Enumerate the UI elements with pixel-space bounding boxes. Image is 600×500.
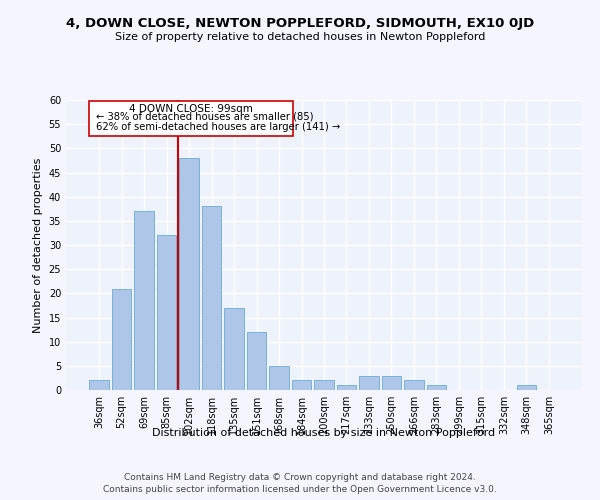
Bar	[269, 366, 289, 390]
Text: Contains HM Land Registry data © Crown copyright and database right 2024.: Contains HM Land Registry data © Crown c…	[124, 473, 476, 482]
Bar	[517, 385, 536, 390]
Bar	[404, 380, 424, 390]
Bar	[179, 158, 199, 390]
Bar	[292, 380, 311, 390]
Text: 62% of semi-detached houses are larger (141) →: 62% of semi-detached houses are larger (…	[95, 122, 340, 132]
Y-axis label: Number of detached properties: Number of detached properties	[33, 158, 43, 332]
Text: 4 DOWN CLOSE: 99sqm: 4 DOWN CLOSE: 99sqm	[129, 104, 253, 114]
Bar	[247, 332, 266, 390]
Bar	[427, 385, 446, 390]
FancyBboxPatch shape	[89, 101, 293, 136]
Bar	[359, 376, 379, 390]
Bar	[382, 376, 401, 390]
Bar	[337, 385, 356, 390]
Text: Size of property relative to detached houses in Newton Poppleford: Size of property relative to detached ho…	[115, 32, 485, 42]
Bar	[224, 308, 244, 390]
Text: 4, DOWN CLOSE, NEWTON POPPLEFORD, SIDMOUTH, EX10 0JD: 4, DOWN CLOSE, NEWTON POPPLEFORD, SIDMOU…	[66, 18, 534, 30]
Bar	[202, 206, 221, 390]
Bar	[89, 380, 109, 390]
Text: ← 38% of detached houses are smaller (85): ← 38% of detached houses are smaller (85…	[95, 112, 313, 122]
Bar	[314, 380, 334, 390]
Bar	[157, 236, 176, 390]
Bar	[134, 211, 154, 390]
Text: Distribution of detached houses by size in Newton Poppleford: Distribution of detached houses by size …	[152, 428, 496, 438]
Text: Contains public sector information licensed under the Open Government Licence v3: Contains public sector information licen…	[103, 486, 497, 494]
Bar	[112, 288, 131, 390]
